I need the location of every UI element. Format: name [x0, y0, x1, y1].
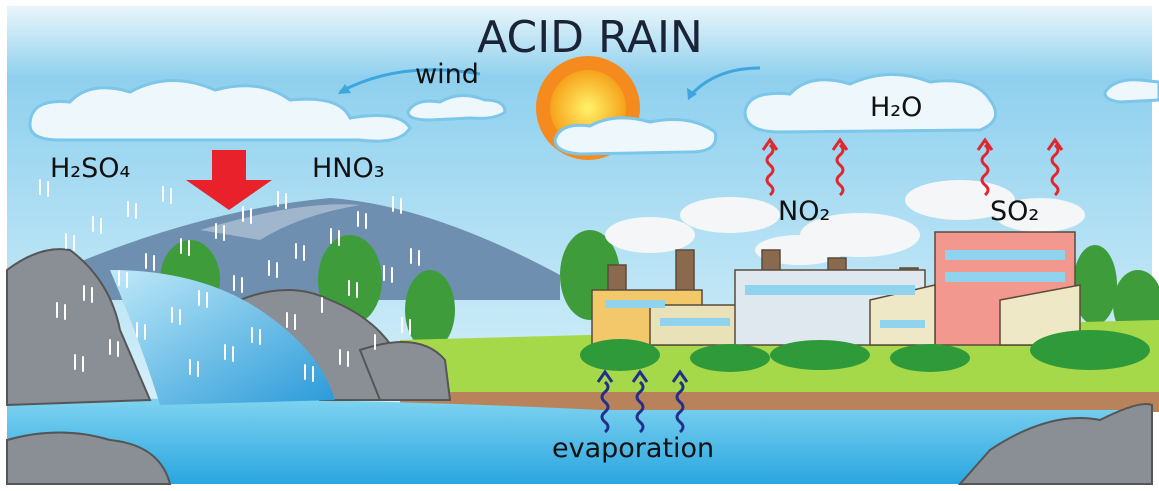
acid-rain-diagram: ACID RAIN: [0, 0, 1159, 491]
title: ACID RAIN: [477, 12, 703, 63]
label: SO₂: [990, 196, 1039, 227]
label: wind: [415, 59, 479, 90]
label: NO₂: [778, 196, 830, 227]
label: H₂O: [870, 92, 922, 123]
label: evaporation: [552, 433, 714, 464]
label: HNO₃: [312, 153, 385, 184]
label: H₂SO₄: [50, 153, 130, 184]
